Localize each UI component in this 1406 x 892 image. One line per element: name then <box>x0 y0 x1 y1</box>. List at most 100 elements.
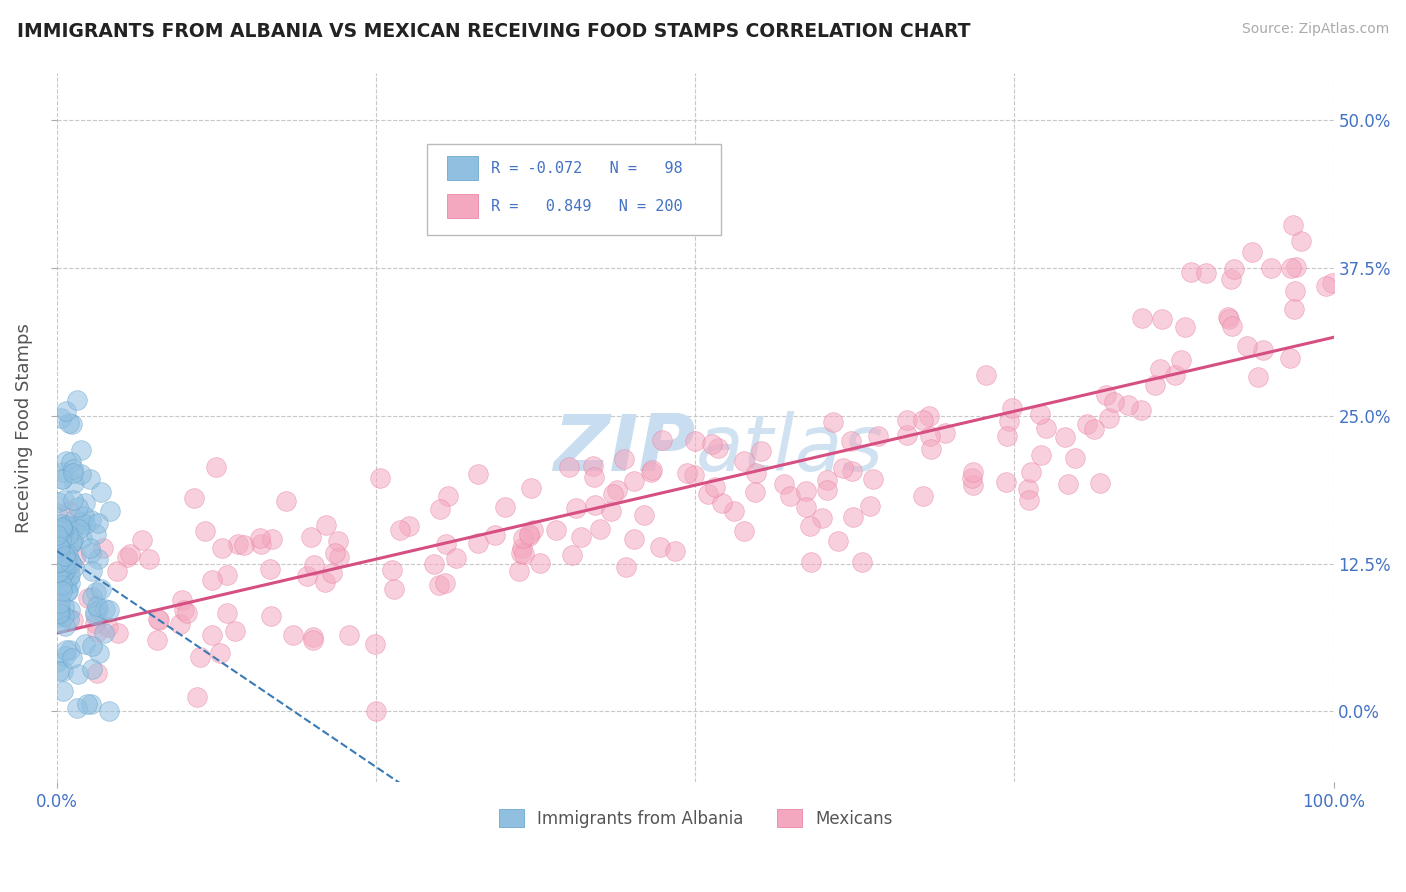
Y-axis label: Receiving Food Stamps: Receiving Food Stamps <box>15 323 32 533</box>
Point <box>706 441 728 455</box>
Point <box>48 553 70 567</box>
Point <box>260 609 283 624</box>
Point <box>59 576 82 591</box>
Point <box>733 524 755 538</box>
Point <box>52 558 75 573</box>
Point <box>46 655 69 669</box>
Point <box>176 606 198 620</box>
Point <box>1149 362 1171 376</box>
Point <box>87 552 110 566</box>
Point <box>170 592 193 607</box>
Point <box>1260 260 1282 275</box>
Point <box>433 575 456 590</box>
Point <box>389 523 412 537</box>
Point <box>1247 370 1270 384</box>
Point <box>90 484 112 499</box>
Point <box>55 577 77 591</box>
Point <box>851 555 873 569</box>
Point <box>616 559 638 574</box>
Point <box>52 523 75 537</box>
Point <box>80 639 103 653</box>
Point <box>211 541 233 555</box>
Point <box>912 489 935 503</box>
Point <box>80 513 103 527</box>
Point <box>544 523 567 537</box>
Point <box>66 666 89 681</box>
Point <box>48 550 70 565</box>
Point <box>79 541 101 556</box>
Point <box>696 487 718 501</box>
Point <box>55 642 77 657</box>
Point <box>1236 339 1258 353</box>
Text: IMMIGRANTS FROM ALBANIA VS MEXICAN RECEIVING FOOD STAMPS CORRELATION CHART: IMMIGRANTS FROM ALBANIA VS MEXICAN RECEI… <box>17 22 970 41</box>
Point <box>62 533 84 548</box>
Point <box>606 483 628 497</box>
Point <box>217 607 239 621</box>
Point <box>59 603 82 617</box>
Point <box>1279 261 1302 276</box>
Point <box>51 520 73 534</box>
Point <box>749 444 772 458</box>
Point <box>60 534 83 549</box>
Point <box>1289 234 1312 248</box>
Point <box>260 532 283 546</box>
Point <box>467 536 489 550</box>
Point <box>1282 302 1305 317</box>
Point <box>974 368 997 383</box>
Point <box>794 500 817 514</box>
Point <box>1064 451 1087 466</box>
Point <box>710 496 733 510</box>
Point <box>60 651 83 665</box>
Point <box>138 551 160 566</box>
Point <box>53 563 76 577</box>
Point <box>79 472 101 486</box>
Text: atlas: atlas <box>696 411 883 487</box>
Legend: Immigrants from Albania, Mexicans: Immigrants from Albania, Mexicans <box>492 803 898 834</box>
Point <box>84 584 107 599</box>
Point <box>704 480 727 494</box>
Point <box>1223 261 1246 276</box>
Point <box>49 531 72 545</box>
Point <box>63 512 86 526</box>
Point <box>52 465 75 479</box>
Point <box>398 519 420 533</box>
Point <box>46 523 69 537</box>
Point <box>794 483 817 498</box>
Point <box>80 698 103 712</box>
Point <box>960 471 983 485</box>
Point <box>589 522 612 536</box>
Point <box>51 471 73 485</box>
Point <box>602 487 624 501</box>
Point <box>84 607 107 622</box>
Point <box>1056 476 1078 491</box>
Point <box>315 517 337 532</box>
Point <box>65 520 87 534</box>
Point <box>53 649 76 664</box>
Point <box>55 518 77 533</box>
Point <box>896 413 918 427</box>
Point <box>510 546 533 560</box>
Point <box>1017 482 1039 496</box>
Point <box>772 477 794 491</box>
Point <box>52 523 75 537</box>
Point <box>49 607 72 622</box>
Point <box>328 550 350 565</box>
Point <box>920 429 942 443</box>
Point <box>366 704 388 718</box>
Point <box>700 437 723 451</box>
Point <box>494 500 516 514</box>
Point <box>115 550 138 565</box>
Text: R = -0.072   N =   98: R = -0.072 N = 98 <box>491 161 683 176</box>
Point <box>73 509 96 524</box>
Point <box>58 570 80 584</box>
Point <box>48 555 70 569</box>
Point <box>186 690 208 704</box>
Point <box>76 591 98 605</box>
Point <box>723 504 745 518</box>
Point <box>1152 311 1174 326</box>
Point <box>53 549 76 564</box>
Point <box>48 602 70 616</box>
Point <box>70 467 93 482</box>
Point <box>434 537 457 551</box>
Point <box>368 471 391 485</box>
